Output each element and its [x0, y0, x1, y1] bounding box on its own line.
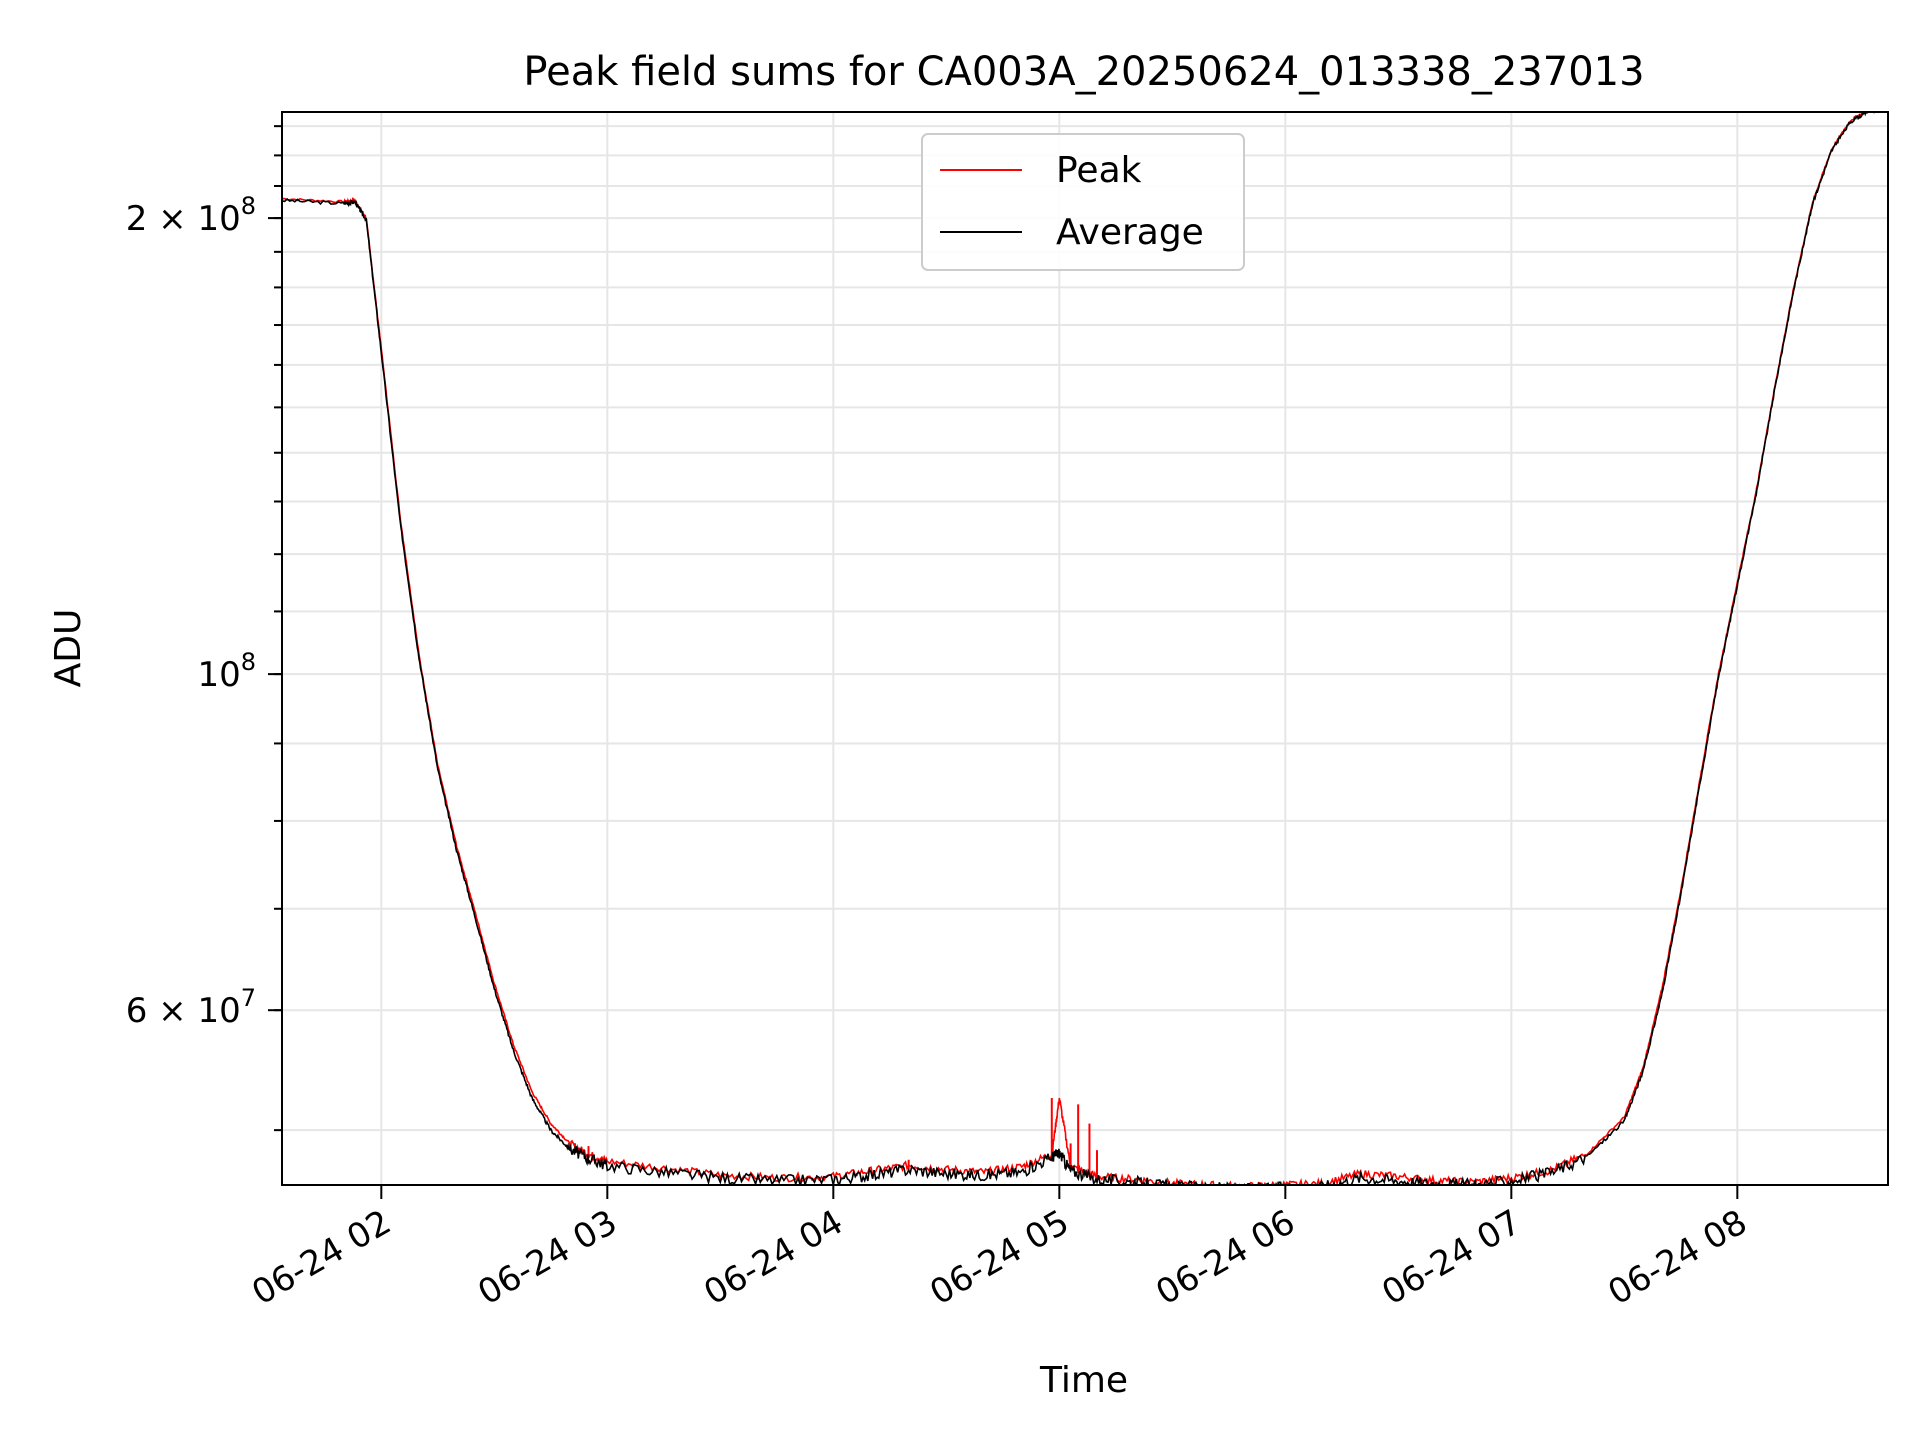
y-tick-label: 2 × 108 [126, 192, 256, 239]
legend-average-label: Average [1056, 212, 1204, 253]
y-tick-label: 6 × 107 [126, 984, 256, 1031]
legend-peak-label: Peak [1056, 150, 1142, 191]
chart-title: Peak field sums for CA003A_20250624_0133… [523, 49, 1644, 95]
y-tick-label: 108 [197, 648, 256, 695]
series-average-line [282, 112, 1885, 1185]
legend: Peak Average [921, 133, 1245, 271]
y-axis-ticks: 2 × 108 108 6 × 107 [126, 125, 282, 1132]
x-axis-label: Time [1039, 1360, 1128, 1401]
series-peak-spikes [587, 1098, 1098, 1180]
y-axis-label: ADU [48, 609, 89, 688]
legend-box [921, 133, 1245, 271]
plot-frame [281, 111, 1889, 1186]
